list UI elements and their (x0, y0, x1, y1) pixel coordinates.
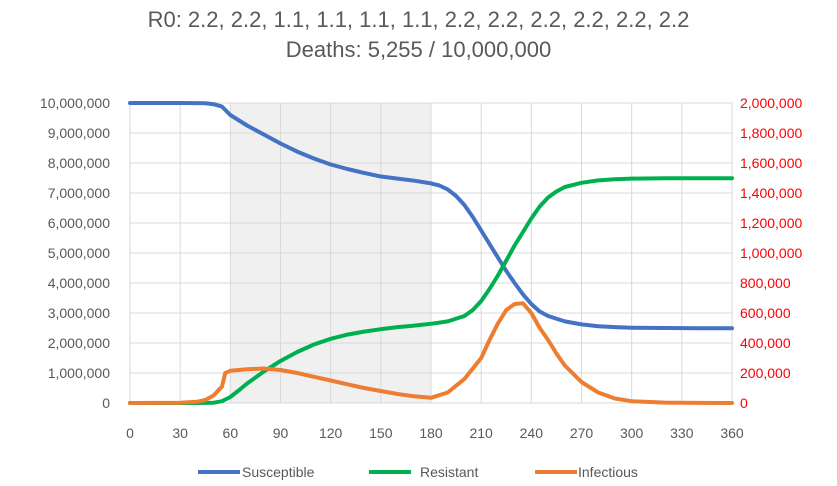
right-axis-tick-label: 1,600,000 (740, 155, 802, 171)
left-axis-tick-label: 2,000,000 (48, 335, 110, 351)
x-axis-tick-label: 180 (419, 425, 443, 441)
left-axis-tick-label: 1,000,000 (48, 365, 110, 381)
x-axis-tick-label: 210 (469, 425, 493, 441)
left-axis-tick-label: 10,000,000 (40, 95, 110, 111)
chart-title-deaths: Deaths: 5,255 / 10,000,000 (285, 37, 552, 62)
series-line-susceptible (128, 101, 734, 331)
right-axis-tick-label: 0 (740, 395, 748, 411)
legend-label-resistant: Resistant (420, 464, 478, 480)
legend-label-infectious: Infectious (578, 464, 638, 480)
right-axis-tick-label: 1,200,000 (740, 215, 802, 231)
chart-title-r0: R0: 2.2, 2.2, 1.1, 1.1, 1.1, 1.1, 2.2, 2… (147, 7, 690, 32)
right-axis-tick-label: 1,400,000 (740, 185, 802, 201)
x-axis-tick-label: 300 (620, 425, 644, 441)
x-axis-tick-label: 240 (520, 425, 544, 441)
x-axis-tick-label: 270 (570, 425, 594, 441)
x-axis-tick-label: 90 (273, 425, 289, 441)
x-axis-tick-label: 0 (126, 425, 134, 441)
x-axis-tick-label: 60 (223, 425, 239, 441)
left-axis-tick-label: 0 (102, 395, 110, 411)
right-axis-tick-label: 1,000,000 (740, 245, 802, 261)
gridlines (129, 102, 733, 404)
x-axis-tick-label: 150 (369, 425, 393, 441)
right-axis-tick-label: 600,000 (740, 305, 791, 321)
legend-label-susceptible: Susceptible (242, 464, 315, 480)
x-axis-tick-label: 360 (720, 425, 744, 441)
x-axis-tick-label: 120 (319, 425, 343, 441)
left-axis-tick-label: 9,000,000 (48, 125, 110, 141)
x-axis-tick-label: 330 (670, 425, 694, 441)
right-axis-tick-label: 2,000,000 (740, 95, 802, 111)
right-axis-tick-label: 800,000 (740, 275, 791, 291)
x-axis-tick-label: 30 (172, 425, 188, 441)
right-axis-tick-label: 200,000 (740, 365, 791, 381)
left-axis-tick-label: 5,000,000 (48, 245, 110, 261)
right-axis-tick-label: 400,000 (740, 335, 791, 351)
left-axis-tick-label: 7,000,000 (48, 185, 110, 201)
left-axis-tick-label: 8,000,000 (48, 155, 110, 171)
right-axis-tick-label: 1,800,000 (740, 125, 802, 141)
left-axis-tick-label: 6,000,000 (48, 215, 110, 231)
series-line-infectious (128, 301, 734, 405)
left-axis-tick-label: 4,000,000 (48, 275, 110, 291)
left-axis-tick-label: 3,000,000 (48, 305, 110, 321)
series-line-resistant (128, 176, 734, 405)
